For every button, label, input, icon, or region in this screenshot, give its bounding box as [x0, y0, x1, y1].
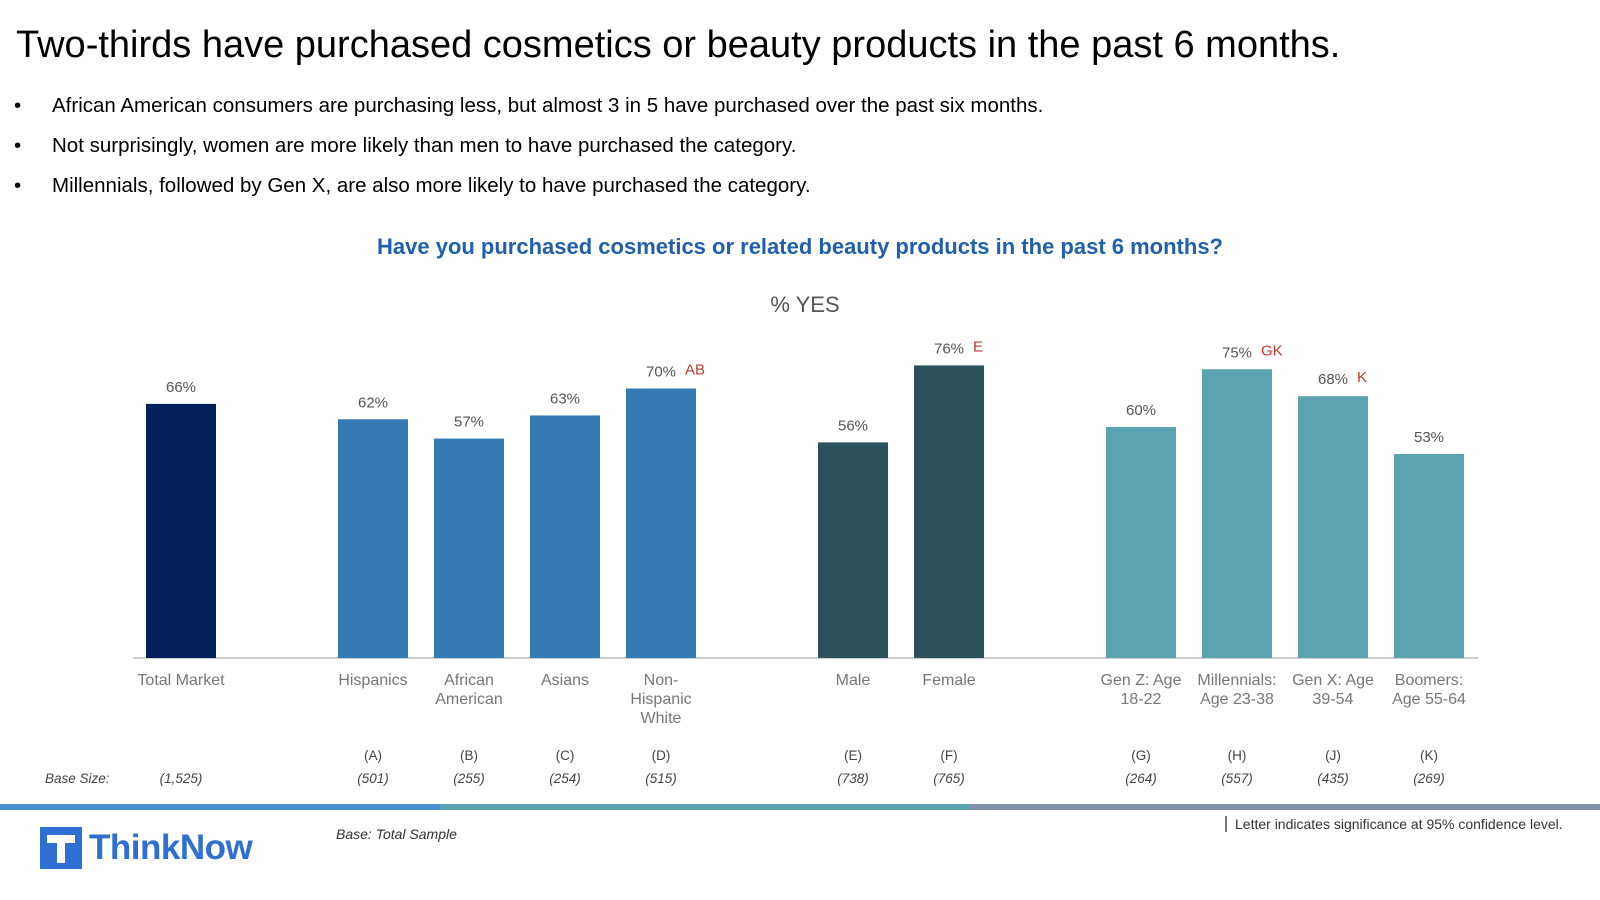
- base-size-value: (435): [1317, 771, 1349, 786]
- column-letter: (K): [1420, 748, 1438, 763]
- bullet-text: African American consumers are purchasin…: [52, 94, 1044, 117]
- category-label: Asians: [541, 672, 589, 689]
- base-size-value: (269): [1413, 771, 1445, 786]
- footer-divider-segment-2: [440, 804, 970, 810]
- significance-letters: E: [973, 338, 983, 355]
- bar: [1106, 427, 1176, 658]
- category-label: American: [435, 691, 503, 708]
- data-label: 70%: [646, 364, 676, 381]
- category-label: Gen X: Age: [1292, 672, 1374, 689]
- data-label: 68%: [1318, 371, 1348, 388]
- base-size-value: (765): [933, 771, 965, 786]
- data-label: 63%: [550, 390, 580, 407]
- category-label: Male: [836, 672, 871, 689]
- bar: [1394, 453, 1464, 658]
- logo-t-icon: [40, 827, 82, 869]
- base-size-value: (255): [453, 771, 485, 786]
- column-letter: (H): [1228, 748, 1247, 763]
- column-letter: (J): [1325, 748, 1341, 763]
- bullet-item: • African American consumers are purchasi…: [14, 86, 1043, 126]
- bar: [338, 419, 408, 658]
- category-label: White: [641, 710, 682, 727]
- chart-title: % YES: [770, 292, 839, 317]
- column-letter: (F): [940, 748, 957, 763]
- data-label: 62%: [358, 394, 388, 411]
- base-size-value: (1,525): [160, 771, 203, 786]
- data-label: 57%: [454, 414, 484, 431]
- category-label: Non-: [644, 672, 679, 689]
- bar: [1202, 369, 1272, 658]
- base-size-value: (738): [837, 771, 869, 786]
- column-letter: (E): [844, 748, 862, 763]
- category-label: 18-22: [1121, 691, 1162, 708]
- column-letter: (A): [364, 748, 382, 763]
- bar: [818, 442, 888, 658]
- base-size-value: (501): [357, 771, 389, 786]
- base-size-value: (557): [1221, 771, 1253, 786]
- bar: [914, 365, 984, 658]
- bullet-dot: •: [14, 134, 22, 157]
- footer-divider-segment-1: [0, 804, 440, 810]
- bar: [146, 403, 216, 658]
- bar: [1298, 396, 1368, 658]
- survey-question: Have you purchased cosmetics or related …: [377, 234, 1223, 259]
- data-label: 66%: [166, 379, 196, 396]
- significance-note: Letter indicates significance at 95% con…: [1225, 816, 1563, 832]
- bar: [530, 415, 600, 658]
- category-label: Gen Z: Age: [1101, 672, 1182, 689]
- category-label: Age 55-64: [1392, 691, 1466, 708]
- base-size-value: (515): [645, 771, 677, 786]
- bar-chart: % YES 66% Total Market (1,525) 62% Hispanics (…: [45, 292, 1478, 786]
- data-label: 56%: [838, 417, 868, 434]
- bullet-dot: •: [14, 174, 22, 197]
- base-size-value: (264): [1125, 771, 1157, 786]
- column-letter: (C): [556, 748, 575, 763]
- bar: [434, 438, 504, 658]
- bullet-item: • Not surprisingly, women are more likely…: [14, 126, 1043, 166]
- column-letter: (D): [652, 748, 671, 763]
- logo-text: ThinkNow: [89, 828, 253, 867]
- bullet-text: Millennials, followed by Gen X, are also…: [52, 174, 811, 197]
- column-letter: (B): [460, 748, 478, 763]
- significance-letters: AB: [685, 362, 705, 379]
- category-label: 39-54: [1313, 691, 1354, 708]
- category-label: Boomers:: [1395, 672, 1463, 689]
- data-label: 76%: [934, 340, 964, 357]
- significance-letters: GK: [1261, 342, 1283, 359]
- data-label: 75%: [1222, 344, 1252, 361]
- significance-letters: K: [1357, 369, 1367, 386]
- category-label: Hispanic: [630, 691, 691, 708]
- category-label: Age 23-38: [1200, 691, 1274, 708]
- data-label: 53%: [1414, 429, 1444, 446]
- base-note: Base: Total Sample: [336, 826, 457, 842]
- category-label: Hispanics: [338, 672, 407, 689]
- bullet-item: • Millennials, followed by Gen X, are als…: [14, 166, 1043, 206]
- bullet-list: • African American consumers are purchasi…: [14, 86, 1043, 206]
- bullet-text: Not surprisingly, women are more likely …: [52, 134, 797, 157]
- base-size-label: Base Size:: [45, 771, 110, 786]
- category-label: Millennials:: [1197, 672, 1276, 689]
- category-label: African: [444, 672, 494, 689]
- bullet-dot: •: [14, 94, 22, 117]
- category-label: Female: [922, 672, 975, 689]
- footer-divider-segment-3: [970, 804, 1600, 810]
- page-title: Two-thirds have purchased cosmetics or b…: [16, 24, 1341, 66]
- category-label: Total Market: [137, 672, 225, 689]
- bar: [626, 388, 696, 658]
- column-letter: (G): [1131, 748, 1151, 763]
- base-size-value: (254): [549, 771, 581, 786]
- thinknow-logo: ThinkNow: [40, 827, 253, 869]
- data-label: 60%: [1126, 402, 1156, 419]
